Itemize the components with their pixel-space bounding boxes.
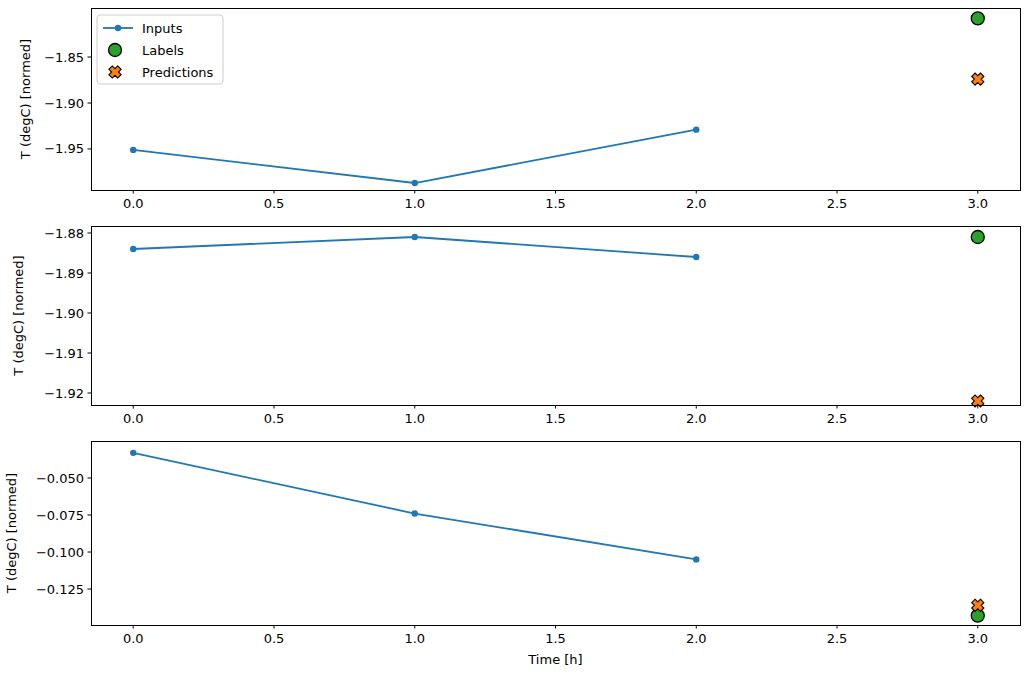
y-axis-label: T (degC) [normed] [4, 473, 19, 594]
x-tick-label: 3.0 [967, 411, 988, 426]
legend-label: Labels [142, 43, 184, 58]
x-tick-label: 2.5 [827, 411, 848, 426]
inputs-point [412, 510, 418, 516]
inputs-point [693, 254, 699, 260]
figure-background [0, 0, 1030, 679]
inputs-point [130, 450, 136, 456]
x-tick-label: 0.5 [264, 196, 285, 211]
y-tick-label: −0.100 [36, 545, 84, 560]
y-tick-label: −0.050 [36, 471, 84, 486]
label-point [971, 231, 984, 244]
legend-label: Inputs [142, 21, 183, 36]
x-tick-label: 2.5 [827, 631, 848, 646]
label-point [971, 12, 984, 25]
y-tick-label: −1.91 [44, 346, 84, 361]
inputs-point [693, 556, 699, 562]
legend-inputs-dot-icon [115, 25, 121, 31]
x-axis-label: Time [h] [527, 652, 582, 667]
y-tick-label: −1.88 [44, 226, 84, 241]
x-tick-label: 2.0 [686, 196, 707, 211]
x-tick-label: 2.5 [827, 196, 848, 211]
y-tick-label: −0.075 [36, 508, 84, 523]
x-tick-label: 1.0 [404, 196, 425, 211]
figure-svg: 0.0 0.5 1.0 1.5 2.0 2.5 3.0 −1.85 −1.90 −1.95 T (d… [0, 0, 1030, 679]
x-tick-label: 0.0 [123, 196, 144, 211]
label-point [971, 609, 984, 622]
y-tick-label: −1.90 [44, 306, 84, 321]
inputs-point [412, 180, 418, 186]
x-tick-label: 1.5 [545, 196, 566, 211]
x-tick-label: 1.5 [545, 411, 566, 426]
y-tick-label: −0.125 [36, 582, 84, 597]
x-tick-label: 0.0 [123, 411, 144, 426]
legend-label: Predictions [142, 65, 214, 80]
y-axis-label: T (degC) [normed] [18, 39, 33, 160]
legend: Inputs Labels Predictions [97, 15, 223, 84]
inputs-point [130, 246, 136, 252]
inputs-point [412, 234, 418, 240]
legend-labels-circle-icon [109, 44, 122, 57]
x-tick-label: 0.0 [123, 631, 144, 646]
y-tick-label: −1.89 [44, 266, 84, 281]
matplotlib-figure: 0.0 0.5 1.0 1.5 2.0 2.5 3.0 −1.85 −1.90 −1.95 T (d… [0, 0, 1030, 679]
y-tick-label: −1.92 [44, 386, 84, 401]
x-tick-label: 0.5 [264, 411, 285, 426]
x-tick-label: 0.5 [264, 631, 285, 646]
x-tick-label: 1.0 [404, 631, 425, 646]
y-tick-label: −1.90 [44, 96, 84, 111]
inputs-point [130, 147, 136, 153]
y-tick-label: −1.85 [44, 50, 84, 65]
y-axis-label: T (degC) [normed] [11, 255, 26, 376]
x-tick-label: 3.0 [967, 196, 988, 211]
x-tick-label: 2.0 [686, 411, 707, 426]
x-tick-label: 3.0 [967, 631, 988, 646]
x-tick-label: 1.0 [404, 411, 425, 426]
x-tick-label: 2.0 [686, 631, 707, 646]
y-tick-label: −1.95 [44, 141, 84, 156]
inputs-point [693, 126, 699, 132]
x-tick-label: 1.5 [545, 631, 566, 646]
